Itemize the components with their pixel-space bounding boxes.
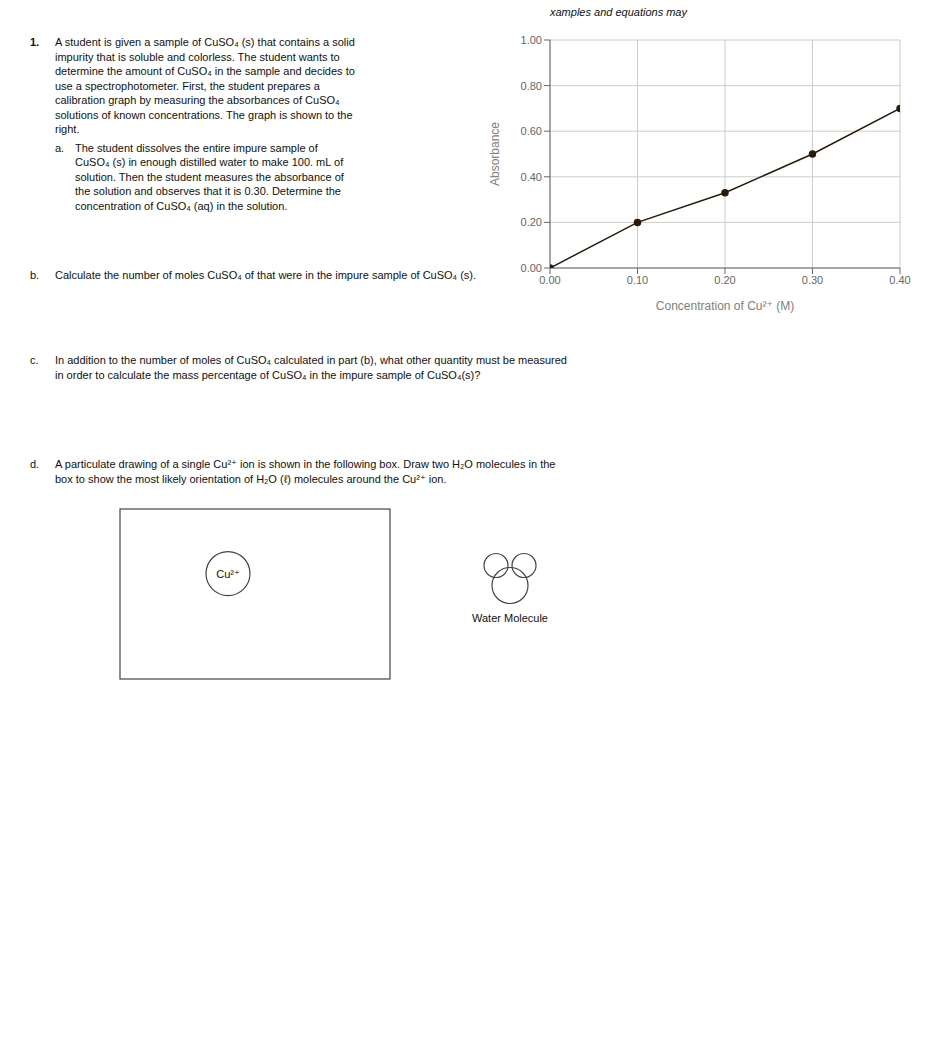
svg-text:0.00: 0.00 (539, 274, 560, 286)
svg-text:A particulate drawing of a sin: A particulate drawing of a single Cu²⁺ i… (55, 458, 555, 470)
svg-text:Water Molecule: Water Molecule (472, 612, 548, 624)
svg-text:The student dissolves the enti: The student dissolves the entire impure … (75, 142, 319, 154)
svg-text:determine the amount of CuSO₄: determine the amount of CuSO₄ in the sam… (55, 65, 355, 77)
svg-text:Absorbance: Absorbance (488, 122, 502, 186)
svg-text:right.: right. (55, 123, 79, 135)
svg-text:1.00: 1.00 (521, 34, 542, 46)
svg-text:CuSO₄ (s) in enough distilled: CuSO₄ (s) in enough distilled water to m… (75, 156, 344, 168)
svg-text:impurity that is soluble and c: impurity that is soluble and colorless. … (55, 51, 340, 63)
svg-text:1.: 1. (30, 36, 39, 48)
svg-text:concentration of CuSO₄ (aq) in: concentration of CuSO₄ (aq) in the solut… (75, 200, 287, 212)
svg-text:c.: c. (30, 354, 39, 366)
svg-text:0.30: 0.30 (802, 274, 823, 286)
svg-text:A student is given a sample of: A student is given a sample of CuSO₄ (s)… (55, 36, 355, 48)
svg-text:0.10: 0.10 (627, 274, 648, 286)
svg-text:solutions of known concentrati: solutions of known concentrations. The g… (55, 109, 353, 121)
svg-text:Cu²⁺: Cu²⁺ (216, 568, 240, 580)
svg-text:a.: a. (55, 142, 64, 154)
svg-text:0.40: 0.40 (521, 171, 542, 183)
svg-text:d.: d. (30, 458, 39, 470)
svg-text:use a spectrophotometer. First: use a spectrophotometer. First, the stud… (55, 80, 321, 92)
svg-text:in order to calculate the mass: in order to calculate the mass percentag… (55, 369, 480, 381)
svg-text:the solution and observes that: the solution and observes that it is 0.3… (75, 185, 341, 197)
svg-text:b.: b. (30, 269, 39, 281)
svg-text:Concentration of Cu²⁺ (M): Concentration of Cu²⁺ (M) (656, 299, 794, 313)
svg-text:0.60: 0.60 (521, 125, 542, 137)
svg-text:xamples and equations may: xamples and equations may (549, 6, 688, 18)
svg-text:In addition to the number of m: In addition to the number of moles of Cu… (55, 354, 567, 366)
svg-text:0.40: 0.40 (889, 274, 910, 286)
svg-text:0.00: 0.00 (521, 262, 542, 274)
svg-text:0.20: 0.20 (521, 216, 542, 228)
svg-text:box to show the most likely or: box to show the most likely orientation … (55, 473, 446, 485)
svg-text:solution. Then the student mea: solution. Then the student measures the … (75, 171, 345, 183)
svg-text:0.80: 0.80 (521, 80, 542, 92)
svg-text:calibration graph by measuring: calibration graph by measuring the absor… (55, 94, 340, 106)
svg-text:0.20: 0.20 (714, 274, 735, 286)
svg-text:Calculate the number of moles: Calculate the number of moles CuSO₄ of t… (55, 269, 476, 281)
